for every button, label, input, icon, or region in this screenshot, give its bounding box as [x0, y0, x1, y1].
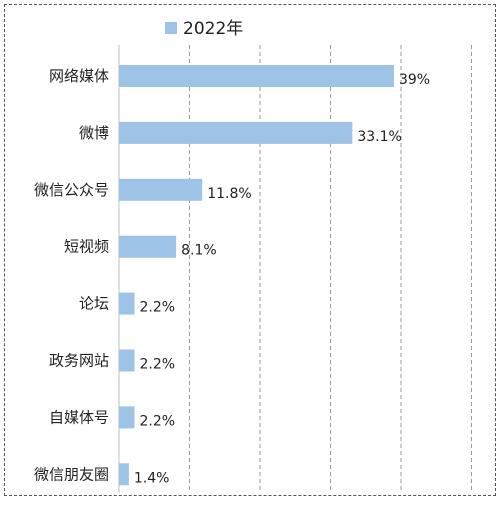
bar-1 — [119, 121, 353, 144]
bars — [119, 65, 394, 486]
labels: 网络媒体 39% 微博 33.1% 微信公众号 11.8% 短视频 8.1% 论坛 2.2% 政务网… — [34, 67, 430, 486]
bar-2 — [119, 178, 203, 201]
chart-frame — [4, 4, 496, 496]
category-label: 微信公众号 — [34, 181, 109, 199]
legend-swatch — [165, 22, 177, 34]
data-label: 33.1% — [357, 129, 401, 145]
data-label: 1.4% — [134, 470, 170, 486]
bar-6 — [119, 406, 135, 429]
category-label: 自媒体号 — [49, 408, 109, 426]
bar-7 — [119, 463, 129, 486]
category-label: 政务网站 — [49, 352, 109, 370]
category-label: 微信朋友圈 — [34, 465, 109, 483]
data-label: 11.8% — [207, 186, 251, 202]
bar-5 — [119, 349, 135, 372]
data-label: 2.2% — [140, 300, 176, 316]
category-label: 短视频 — [64, 238, 109, 256]
bar-3 — [119, 235, 177, 258]
bar-0 — [119, 65, 394, 87]
data-label: 2.2% — [140, 413, 176, 429]
data-label: 8.1% — [181, 243, 217, 259]
legend: 2022年 — [165, 19, 243, 39]
data-label: 2.2% — [140, 357, 176, 373]
legend-label: 2022年 — [183, 19, 243, 39]
category-label: 微博 — [79, 124, 109, 142]
bar-4 — [119, 292, 135, 315]
category-label: 网络媒体 — [49, 67, 109, 85]
category-label: 论坛 — [79, 295, 109, 313]
data-label: 39% — [399, 72, 430, 88]
